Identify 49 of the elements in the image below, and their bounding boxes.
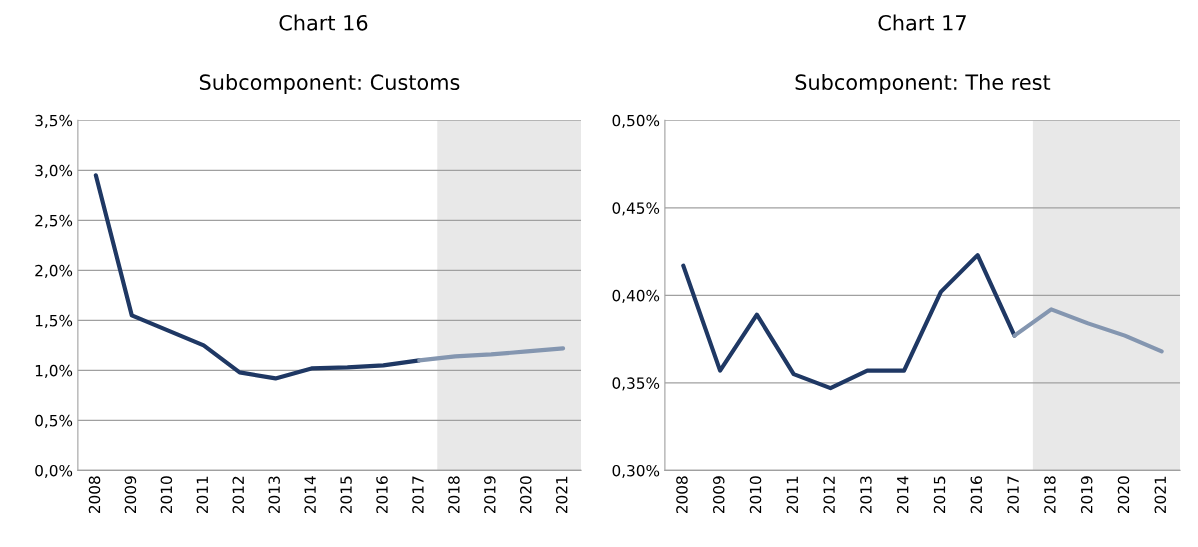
x-tick-label: 2012 xyxy=(232,476,245,514)
line-series xyxy=(1012,307,1164,354)
x-tick-label: 2008 xyxy=(676,476,688,514)
x-tick-label: 2017 xyxy=(412,476,424,514)
x-tick-label: 2012 xyxy=(823,476,835,514)
y-tick-label: 0,5% xyxy=(35,414,73,428)
chart-subtitle: Subcomponent: Customs xyxy=(199,73,460,95)
x-tick-label: 2014 xyxy=(304,476,316,514)
x-tick-label: 2011 xyxy=(786,476,799,514)
x-tick-label: 2017 xyxy=(1007,476,1019,514)
y-tick-label: 0,30% xyxy=(612,464,660,478)
y-tick-label: 1,5% xyxy=(35,314,73,328)
x-tick-label: 2018 xyxy=(1044,476,1056,514)
x-tick-label: 2009 xyxy=(124,476,137,514)
y-tick-label: 0,0% xyxy=(35,464,73,478)
x-tick-label: 2019 xyxy=(484,476,496,514)
x-tick-label: 2014 xyxy=(896,476,909,514)
x-tick-label: 2020 xyxy=(1117,476,1130,514)
x-tick-label: 2011 xyxy=(196,476,209,514)
y-tick-label: 3,5% xyxy=(35,114,73,128)
chart-title: Chart 16 xyxy=(279,14,368,31)
line-series xyxy=(417,346,566,363)
y-tick-label: 3,0% xyxy=(35,164,73,178)
x-tick-label: 2020 xyxy=(520,476,532,514)
x-tick-label: 2013 xyxy=(268,476,280,514)
x-tick-label: 2010 xyxy=(160,476,173,514)
y-tick-label: 1,0% xyxy=(35,364,73,378)
chart-subtitle: Subcomponent: The rest xyxy=(795,73,1051,95)
x-tick-label: 2015 xyxy=(340,476,352,514)
x-tick-label: 2008 xyxy=(88,476,101,514)
x-tick-label: 2021 xyxy=(1154,476,1167,514)
x-tick-label: 2013 xyxy=(860,476,872,514)
x-tick-label: 2015 xyxy=(933,476,946,514)
chart-title: Chart 17 xyxy=(878,14,966,31)
x-tick-label: 2010 xyxy=(749,476,762,514)
y-tick-label: 0,40% xyxy=(612,289,660,303)
x-tick-label: 2009 xyxy=(712,476,725,514)
y-tick-label: 0,45% xyxy=(612,202,660,216)
y-tick-label: 2,0% xyxy=(35,264,73,278)
x-tick-label: 2021 xyxy=(555,476,568,514)
y-tick-label: 0,50% xyxy=(612,114,660,128)
y-tick-label: 0,35% xyxy=(612,377,660,391)
x-tick-label: 2018 xyxy=(448,476,460,514)
x-tick-label: 2016 xyxy=(376,476,388,514)
x-tick-label: 2019 xyxy=(1080,476,1093,514)
x-tick-label: 2016 xyxy=(970,476,983,514)
line-series xyxy=(681,253,1017,391)
line-series xyxy=(93,173,422,381)
y-tick-label: 2,5% xyxy=(35,214,73,228)
